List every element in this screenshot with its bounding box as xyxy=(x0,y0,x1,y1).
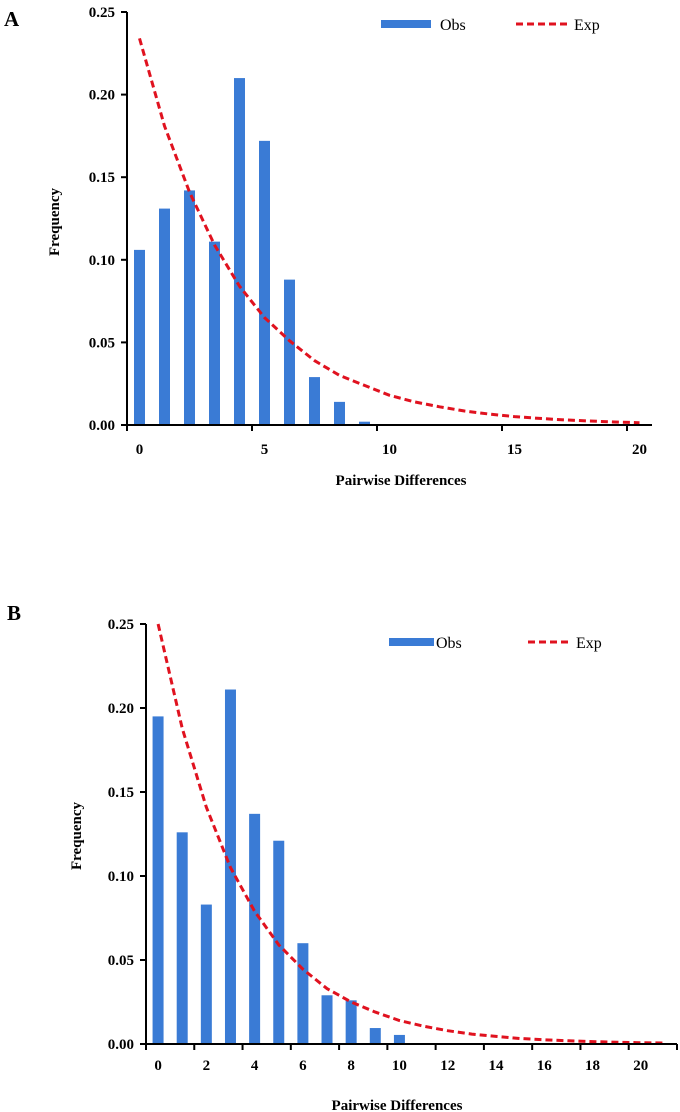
panel-b-obs-bar-6 xyxy=(297,943,309,1044)
panel-a-legend: Obs Exp xyxy=(381,17,600,34)
panel-a-obs-bar-3 xyxy=(209,241,220,425)
panel-a-x-tick-label: 10 xyxy=(382,442,397,458)
panel-a-exp-line xyxy=(138,37,640,425)
panel-b-obs-bar-2 xyxy=(200,904,212,1044)
panel-b-x-tick-label: 4 xyxy=(251,1058,259,1074)
panel-b-x-tick-label: 0 xyxy=(154,1058,162,1074)
panel-b-legend: Obs Exp xyxy=(389,635,602,652)
panel-b-x-tick-label: 8 xyxy=(347,1058,355,1074)
panel-a-x-tick-label: 20 xyxy=(632,442,647,458)
legend-obs-label: Obs xyxy=(440,17,466,34)
panel-b-obs-bar-10 xyxy=(393,1034,405,1044)
panel-b-exp-line xyxy=(156,623,665,1045)
panel-b-x-tick-label: 10 xyxy=(392,1058,407,1074)
panel-b-x-tick-label: 12 xyxy=(440,1058,455,1074)
panel-b-x-tick-label: 6 xyxy=(299,1058,307,1074)
panel-a-plot: 0.00 0.05 0.10 0.15 0.20 0.25 0 5 10 15 20 xyxy=(89,5,652,458)
panel-b-x-tick-label: 2 xyxy=(203,1058,211,1074)
panel-a-obs-bar-7 xyxy=(309,377,320,425)
panel-b-y-tick-label: 0.05 xyxy=(108,953,134,969)
panel-a-y-tick-label: 0.05 xyxy=(89,335,115,351)
legend-exp-label: Exp xyxy=(576,635,602,652)
panel-a-y-axis-title: Frequency xyxy=(47,187,63,256)
panel-a-x-tick-label: 5 xyxy=(261,442,269,458)
panel-a-label: A xyxy=(4,7,20,31)
panel-b-obs-bar-9 xyxy=(369,1028,381,1044)
legend-obs-label: Obs xyxy=(436,635,462,652)
legend-obs-swatch xyxy=(381,20,431,28)
panel-b-label: B xyxy=(7,601,21,625)
panel-a-obs-bar-4 xyxy=(234,78,245,425)
panel-b-x-tick-label: 14 xyxy=(488,1058,504,1074)
panel-b-x-tick-label: 20 xyxy=(633,1058,648,1074)
panel-b-x-tick-label: 18 xyxy=(585,1058,600,1074)
panel-a-x-tick-label: 0 xyxy=(136,442,144,458)
panel-b-obs-bar-1 xyxy=(176,832,188,1044)
panel-a-obs-bar-1 xyxy=(159,208,170,425)
panel-a-obs-bar-2 xyxy=(184,190,195,425)
panel-b-y-axis-title: Frequency xyxy=(69,801,85,870)
panel-a-y-tick-label: 0.10 xyxy=(89,253,115,269)
panel-b-y-tick-label: 0.20 xyxy=(108,701,134,717)
panel-b-y-tick-label: 0.25 xyxy=(108,617,134,633)
legend-exp-label: Exp xyxy=(574,17,600,34)
panel-a-y-tick-label: 0.25 xyxy=(89,5,115,21)
panel-a-obs-bar-0 xyxy=(134,249,145,425)
panel-a-obs-bar-9 xyxy=(359,421,370,425)
panel-b-obs-bar-0 xyxy=(152,716,164,1044)
panel-a: A Frequency Pairwise Differences Obs Exp… xyxy=(4,5,652,489)
panel-a-y-tick-label: 0.20 xyxy=(89,88,115,104)
panel-a-y-tick-label: 0.15 xyxy=(89,170,115,186)
panel-b-plot: 0.00 0.05 0.10 0.15 0.20 0.25 0 2 4 6 8 10 12 14 16 18 2… xyxy=(108,617,678,1074)
panel-a-y-tick-label: 0.00 xyxy=(89,418,115,434)
panel-b-obs-bar-4 xyxy=(249,813,261,1044)
panel-a-obs-bar-6 xyxy=(284,279,295,425)
legend-obs-swatch xyxy=(389,638,434,646)
panel-a-x-axis-title: Pairwise Differences xyxy=(336,473,467,489)
panel-b-obs-bar-7 xyxy=(321,995,333,1044)
panel-a-obs-bar-8 xyxy=(334,401,345,425)
panel-b-y-tick-label: 0.15 xyxy=(108,785,134,801)
panel-b: B Frequency Pairwise Differences Obs Exp… xyxy=(7,601,678,1112)
panel-b-x-tick-label: 16 xyxy=(537,1058,553,1074)
panel-b-x-axis-title: Pairwise Differences xyxy=(332,1098,463,1112)
panel-b-y-tick-label: 0.00 xyxy=(108,1037,134,1053)
panel-a-x-tick-label: 15 xyxy=(507,442,522,458)
panel-b-obs-bar-8 xyxy=(345,1000,357,1044)
panel-a-obs-bar-5 xyxy=(259,140,270,425)
panel-b-y-tick-label: 0.10 xyxy=(108,869,134,885)
